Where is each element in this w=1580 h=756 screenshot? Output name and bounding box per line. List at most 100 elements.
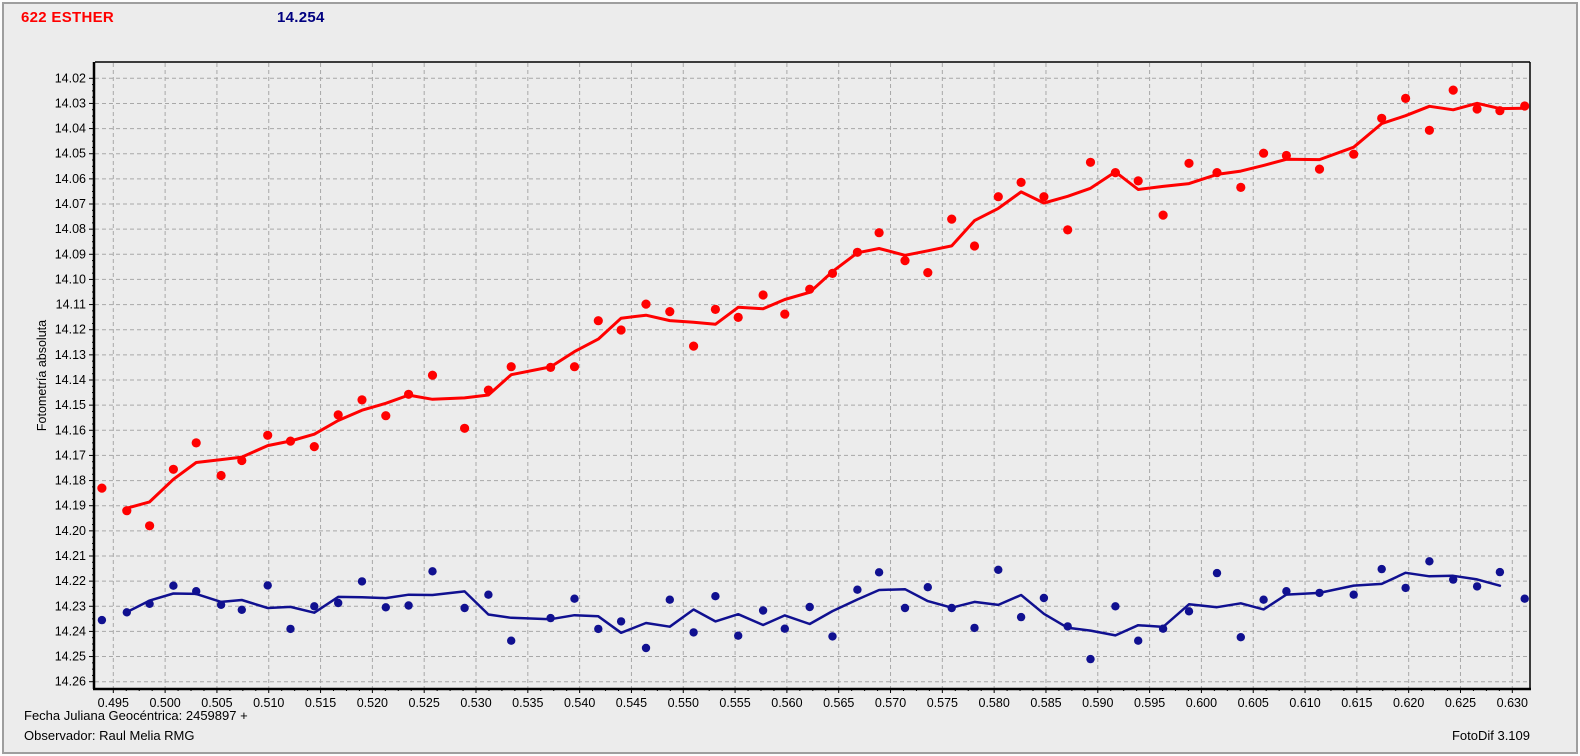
- comparison-blue-point: [122, 608, 131, 617]
- x-tick-label: 0.580: [979, 696, 1010, 710]
- asteroid-photometry-red-point: [569, 362, 580, 372]
- y-tick-label: 14.21: [55, 549, 86, 563]
- y-tick-label: 14.08: [55, 222, 86, 236]
- x-tick-label: 0.495: [98, 696, 129, 710]
- julian-date-label: Fecha Juliana Geocéntrica: 2459897 +: [24, 708, 248, 723]
- asteroid-photometry-red-point: [1063, 225, 1073, 235]
- asteroid-photometry-red-point: [1520, 101, 1530, 111]
- y-tick-label: 14.25: [55, 650, 86, 664]
- asteroid-photometry-red-point: [216, 470, 226, 481]
- comparison-blue-point: [381, 603, 390, 612]
- comparison-blue-point: [334, 598, 343, 608]
- plot-frame: [92, 61, 1531, 691]
- asteroid-photometry-red-point: [168, 464, 178, 474]
- observer-label: Observador: Raul Melia RMG: [24, 728, 195, 743]
- asteroid-photometry-red-point: [1472, 104, 1482, 114]
- asteroid-photometry-red-point: [145, 521, 155, 531]
- comparison-blue-point: [428, 567, 437, 576]
- asteroid-photometry-red-point: [780, 309, 790, 319]
- comparison-blue-point: [216, 600, 226, 609]
- y-tick-label: 14.12: [55, 323, 86, 337]
- x-tick-label: 0.500: [149, 696, 180, 710]
- asteroid-photometry-red-point: [947, 214, 957, 224]
- comparison-blue-point: [1039, 593, 1049, 603]
- x-tick-label: 0.625: [1445, 696, 1476, 710]
- comparison-blue-smoothed-line: [125, 571, 1502, 637]
- asteroid-photometry-red-point: [733, 312, 743, 322]
- comparison-blue-point: [145, 599, 154, 608]
- comparison-blue-point: [546, 613, 555, 623]
- light-curve-chart: 0.495 0.500 0.505 0.510 0.515 0.520 0.525 0.530…: [35, 61, 1531, 710]
- x-tick-label: 0.555: [719, 696, 750, 710]
- asteroid-photometry-red-point: [1377, 113, 1387, 123]
- asteroid-photometry-red-point: [805, 284, 815, 294]
- comparison-blue-point: [192, 587, 201, 596]
- comparison-blue-point: [1063, 622, 1072, 631]
- comparison-blue-point: [1520, 594, 1529, 603]
- y-tick-label: 14.20: [55, 524, 86, 538]
- y-tick-label: 14.06: [55, 172, 86, 186]
- y-tick-label: 14.19: [55, 499, 86, 513]
- series-asteroid-photometry-red: [97, 85, 1530, 531]
- x-tick-label: 0.545: [616, 696, 647, 710]
- x-tick-label: 0.505: [201, 696, 232, 710]
- x-tick-label: 0.605: [1238, 696, 1269, 710]
- x-tick-label: 0.595: [1134, 696, 1165, 710]
- asteroid-photometry-red-point: [1039, 192, 1049, 202]
- y-tick-label: 14.10: [55, 272, 86, 286]
- comparison-blue-point: [1086, 654, 1095, 664]
- comparison-blue-point: [689, 628, 698, 637]
- comparison-blue-point: [758, 606, 768, 615]
- comparison-blue-point: [1134, 636, 1143, 645]
- comparison-blue-point: [1259, 595, 1268, 604]
- data-series: [97, 85, 1530, 664]
- asteroid-photometry-red-point: [285, 436, 296, 446]
- asteroid-photometry-red-point: [758, 290, 768, 300]
- asteroid-photometry-red-point: [1085, 157, 1096, 167]
- y-tick-label: 14.23: [55, 599, 86, 613]
- asteroid-photometry-red-point: [1281, 150, 1291, 161]
- comparison-blue-point: [1377, 564, 1386, 574]
- asteroid-photometry-red-point: [357, 395, 367, 405]
- x-tick-label: 0.510: [253, 696, 284, 710]
- comparison-blue-point: [570, 594, 579, 603]
- reference-magnitude-value: 14.254: [277, 9, 325, 26]
- series-comparison-blue: [97, 557, 1529, 664]
- y-tick-label: 14.02: [55, 71, 86, 85]
- y-tick-label: 14.15: [55, 398, 86, 412]
- y-tick-label: 14.16: [55, 423, 86, 437]
- comparison-blue-point: [460, 603, 469, 613]
- comparison-blue-point: [1449, 575, 1458, 584]
- asteroid-photometry-red-point: [404, 389, 414, 399]
- comparison-blue-point: [616, 617, 626, 626]
- x-tick-label: 0.560: [771, 696, 802, 710]
- x-tick-label: 0.525: [409, 696, 440, 710]
- comparison-blue-point: [404, 601, 413, 610]
- comparison-blue-point: [1315, 588, 1324, 598]
- y-tick-label: 14.24: [55, 624, 86, 638]
- y-axis-title: Fotometría absoluta: [35, 320, 49, 431]
- grid-lines: [95, 63, 1530, 688]
- comparison-blue-point: [1184, 607, 1194, 616]
- comparison-blue-point: [357, 577, 367, 586]
- asteroid-photometry-red-point: [641, 299, 651, 309]
- x-tick-label: 0.515: [305, 696, 336, 710]
- comparison-blue-point: [853, 585, 862, 594]
- asteroid-photometry-red-point: [309, 442, 319, 452]
- asteroid-photometry-red-point: [460, 423, 470, 433]
- comparison-blue-point: [780, 624, 789, 633]
- y-tick-label: 14.26: [55, 675, 86, 689]
- axis-ticks: [89, 77, 1513, 693]
- asteroid-photometry-red-point: [616, 325, 626, 335]
- x-tick-label: 0.610: [1289, 696, 1320, 710]
- asteroid-photometry-red-point: [546, 362, 556, 372]
- asteroid-photometry-red-point: [263, 430, 273, 440]
- object-title: 622 ESTHER: [21, 9, 115, 26]
- comparison-blue-point: [641, 643, 651, 653]
- asteroid-photometry-red-point: [1448, 85, 1458, 95]
- y-tick-label: 14.14: [55, 373, 86, 387]
- comparison-blue-point: [169, 581, 178, 590]
- comparison-blue-point: [1111, 602, 1120, 611]
- asteroid-photometry-red-point: [1184, 158, 1194, 168]
